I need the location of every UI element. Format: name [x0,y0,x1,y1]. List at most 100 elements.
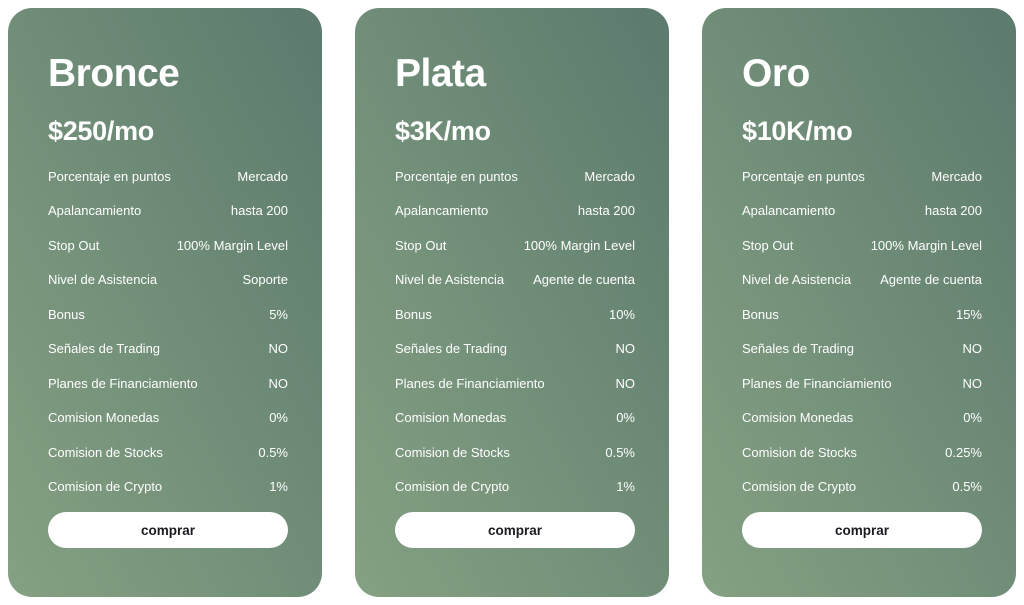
feature-value: 0% [616,410,635,426]
feature-label: Señales de Trading [48,341,161,357]
feature-row: Comision de Stocks 0.5% [395,435,635,470]
comprar-button[interactable]: comprar [48,512,288,549]
feature-label: Nivel de Asistencia [395,272,505,288]
feature-row: Comision Monedas 0% [395,401,635,436]
plan-price: $250/mo [48,115,154,146]
feature-label: Planes de Financiamiento [742,375,892,391]
feature-row: Bonus 10% [395,297,635,332]
feature-value: Soporte [242,272,288,288]
feature-row: Señales de Trading NO [742,332,982,367]
feature-label: Apalancamiento [48,203,142,219]
pricing-card-bronce: Bronce $250/mo Porcentaje en puntos Merc… [8,8,322,597]
feature-label: Comision de Crypto [742,479,857,495]
feature-value: NO [962,341,983,357]
feature-row: Comision de Crypto 1% [48,470,288,505]
feature-value: 0% [269,410,288,426]
plan-price: $3K/mo [395,115,491,146]
feature-row: Planes de Financiamiento NO [742,366,982,401]
feature-label: Porcentaje en puntos [395,168,518,184]
feature-value: 0% [963,410,982,426]
feature-label: Señales de Trading [395,341,508,357]
feature-label: Comision de Stocks [48,444,163,460]
feature-row: Porcentaje en puntos Mercado [742,159,982,194]
feature-value: NO [615,341,636,357]
pricing-card-oro: Oro $10K/mo Porcentaje en puntos Mercado… [702,8,1016,597]
feature-row: Bonus 5% [48,297,288,332]
feature-row: Comision Monedas 0% [742,401,982,436]
feature-label: Apalancamiento [395,203,489,219]
feature-label: Comision Monedas [742,410,854,426]
feature-value: 100% Margin Level [523,237,635,253]
feature-value: NO [268,341,289,357]
feature-label: Señales de Trading [742,341,855,357]
feature-value: 0.5% [952,479,982,495]
feature-value: NO [615,375,636,391]
feature-row: Nivel de Asistencia Soporte [48,263,288,298]
feature-label: Bonus [742,306,779,322]
feature-row: Planes de Financiamiento NO [395,366,635,401]
feature-row: Stop Out 100% Margin Level [395,228,635,263]
feature-row: Comision de Crypto 1% [395,470,635,505]
comprar-button[interactable]: comprar [395,512,635,549]
feature-value: 10% [608,306,635,322]
feature-list: Porcentaje en puntos Mercado Apalancamie… [48,159,288,504]
feature-label: Comision de Stocks [742,444,857,460]
feature-label: Nivel de Asistencia [742,272,852,288]
feature-row: Bonus 15% [742,297,982,332]
feature-label: Stop Out [395,237,447,253]
feature-row: Nivel de Asistencia Agente de cuenta [742,263,982,298]
feature-row: Señales de Trading NO [48,332,288,367]
feature-value: Mercado [237,168,288,184]
feature-row: Comision de Crypto 0.5% [742,470,982,505]
feature-row: Nivel de Asistencia Agente de cuenta [395,263,635,298]
feature-value: 1% [616,479,635,495]
feature-label: Porcentaje en puntos [48,168,171,184]
feature-label: Comision de Stocks [395,444,510,460]
plan-name: Bronce [48,52,180,95]
feature-label: Planes de Financiamiento [48,375,198,391]
feature-row: Apalancamiento hasta 200 [48,194,288,229]
feature-value: NO [268,375,289,391]
feature-value: Agente de cuenta [533,272,635,288]
plan-name: Plata [395,52,486,95]
feature-row: Comision de Stocks 0.25% [742,435,982,470]
feature-value: 0.5% [605,444,635,460]
feature-label: Comision de Crypto [395,479,510,495]
feature-label: Comision Monedas [395,410,507,426]
plan-name: Oro [742,52,810,95]
feature-value: 100% Margin Level [176,237,288,253]
feature-row: Comision de Stocks 0.5% [48,435,288,470]
comprar-button[interactable]: comprar [742,512,982,549]
feature-value: 5% [269,306,288,322]
feature-row: Porcentaje en puntos Mercado [48,159,288,194]
feature-label: Porcentaje en puntos [742,168,865,184]
feature-row: Comision Monedas 0% [48,401,288,436]
feature-row: Planes de Financiamiento NO [48,366,288,401]
feature-value: hasta 200 [924,203,982,219]
feature-value: hasta 200 [230,203,288,219]
feature-value: 100% Margin Level [870,237,982,253]
feature-value: 0.5% [258,444,288,460]
feature-row: Stop Out 100% Margin Level [742,228,982,263]
pricing-card-plata: Plata $3K/mo Porcentaje en puntos Mercad… [355,8,669,597]
feature-list: Porcentaje en puntos Mercado Apalancamie… [395,159,635,504]
feature-label: Comision Monedas [48,410,160,426]
plan-price: $10K/mo [742,115,853,146]
feature-value: Mercado [931,168,982,184]
feature-row: Apalancamiento hasta 200 [742,194,982,229]
feature-row: Porcentaje en puntos Mercado [395,159,635,194]
feature-label: Stop Out [48,237,100,253]
feature-value: NO [962,375,983,391]
feature-label: Nivel de Asistencia [48,272,158,288]
feature-label: Bonus [395,306,432,322]
feature-list: Porcentaje en puntos Mercado Apalancamie… [742,159,982,504]
feature-value: 15% [955,306,982,322]
feature-value: 1% [269,479,288,495]
feature-label: Comision de Crypto [48,479,163,495]
feature-row: Stop Out 100% Margin Level [48,228,288,263]
feature-label: Bonus [48,306,85,322]
feature-label: Planes de Financiamiento [395,375,545,391]
feature-row: Apalancamiento hasta 200 [395,194,635,229]
feature-value: Agente de cuenta [880,272,982,288]
